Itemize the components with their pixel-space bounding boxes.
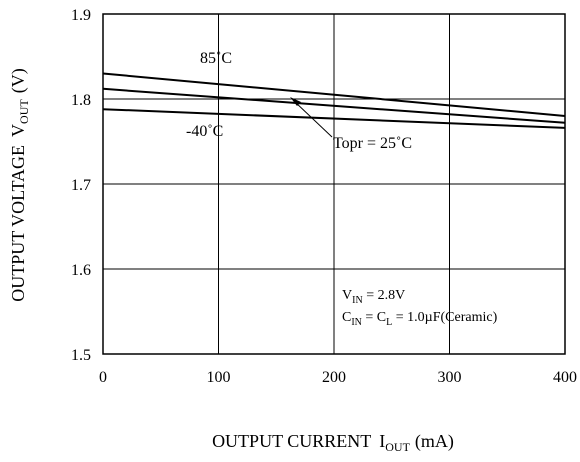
y-axis-symbol: V [8,124,28,137]
annotation-arrow-head [290,97,301,106]
y-tick-label: 1.5 [71,347,91,364]
y-tick-label: 1.9 [71,7,91,24]
x-tick-label: 400 [553,369,577,386]
x-tick-label: 300 [438,369,462,386]
condition-eq: = C [362,310,386,325]
condition-cin-symbol: C [342,310,351,325]
condition-capacitance: CIN = CL = 1.0µF(Ceramic) [342,310,498,328]
x-axis-sub: OUT [385,440,410,454]
y-axis-label: OUTPUT VOLTAGE [8,145,28,302]
condition-cin-sub: IN [351,317,362,328]
condition-vin: VIN = 2.8V [342,288,405,306]
y-axis-unit: (V) [8,68,29,93]
plot-frame [102,13,566,355]
label-25c: Topr = 25˚C [333,135,412,152]
condition-vin-symbol: V [342,288,352,303]
condition-cap-value: = 1.0µF(Ceramic) [392,310,497,325]
y-axis-title: OUTPUT VOLTAGE VOUT (V) [8,68,31,301]
series-line-2 [102,108,566,129]
x-axis-symbol: I [379,431,385,451]
y-axis-sub: OUT [17,99,31,124]
annotation-arrow-line [293,100,333,138]
x-axis-unit: (mA) [415,431,454,452]
label-minus40c: -40˚C [186,123,223,140]
x-tick-label: 200 [322,369,346,386]
y-tick-label: 1.6 [71,262,91,279]
label-85c: 85˚C [200,50,232,67]
x-axis-title: OUTPUT CURRENT IOUT (mA) [212,431,454,454]
condition-vin-sub: IN [352,295,363,306]
series-line-0 [102,72,566,117]
y-tick-label: 1.7 [71,177,91,194]
x-axis-label: OUTPUT CURRENT [212,431,371,451]
condition-cl-sub: L [386,317,392,328]
y-tick-label: 1.8 [71,92,91,109]
condition-vin-value: = 2.8V [363,288,406,303]
x-tick-label: 100 [207,369,231,386]
tick-labels: 0 100 200 300 400 1.5 1.6 1.7 1.8 1.9 [71,7,577,386]
x-tick-label: 0 [99,369,107,386]
series-line-1 [102,87,566,124]
grid-lines [103,14,565,354]
series-lines [102,72,566,129]
